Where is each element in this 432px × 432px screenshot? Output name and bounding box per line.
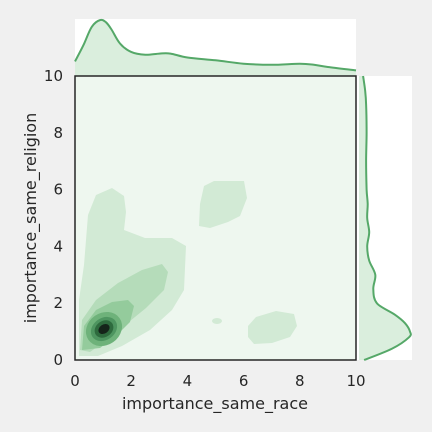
y-tick-label: 4 bbox=[53, 237, 63, 255]
right-marginal-density bbox=[359, 75, 412, 361]
y-axis-label: importance_same_religion bbox=[21, 113, 41, 323]
right-marginal-line bbox=[362, 75, 412, 361]
x-tick-label: 6 bbox=[239, 372, 249, 390]
y-tick-label: 2 bbox=[53, 294, 63, 312]
top-marginal-line bbox=[74, 18, 357, 72]
x-tick-label: 2 bbox=[126, 372, 136, 390]
top-marginal-density bbox=[74, 18, 357, 76]
kde-contour-level-1c bbox=[248, 311, 297, 344]
x-axis-ticks: 0 2 4 6 8 10 bbox=[70, 372, 365, 390]
x-axis-label: importance_same_race bbox=[122, 394, 308, 414]
joint-plot-frame bbox=[74, 75, 357, 361]
y-tick-label: 6 bbox=[53, 181, 63, 199]
kde-contours bbox=[79, 181, 297, 356]
x-tick-label: 4 bbox=[183, 372, 193, 390]
kde-contour-level-1b bbox=[199, 181, 247, 228]
y-tick-label: 0 bbox=[53, 351, 63, 369]
kde-contour-level-7 bbox=[98, 323, 110, 335]
x-tick-label: 0 bbox=[70, 372, 80, 390]
right-marginal-fill bbox=[359, 76, 411, 360]
y-tick-label: 10 bbox=[44, 67, 63, 85]
y-tick-label: 8 bbox=[53, 124, 63, 142]
y-axis-ticks: 0 2 4 6 8 10 bbox=[44, 67, 63, 369]
top-marginal-fill bbox=[75, 19, 356, 76]
x-tick-label: 10 bbox=[346, 372, 365, 390]
x-tick-label: 8 bbox=[295, 372, 305, 390]
kde-contour-level-1d bbox=[212, 318, 222, 324]
